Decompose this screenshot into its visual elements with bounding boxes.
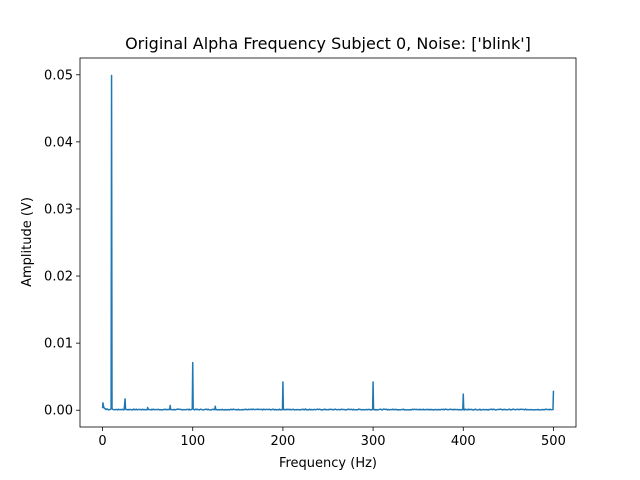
x-tick-label: 200 xyxy=(270,434,295,449)
x-tick-label: 400 xyxy=(451,434,476,449)
x-tick-label: 500 xyxy=(541,434,566,449)
x-tick-label: 0 xyxy=(98,434,106,449)
x-axis-ticks: 0 100 200 300 400 500 xyxy=(98,427,566,449)
x-tick-label: 300 xyxy=(361,434,386,449)
axes-background xyxy=(80,58,576,427)
y-tick-label: 0.02 xyxy=(44,270,73,285)
y-tick-label: 0.04 xyxy=(44,135,73,150)
series-line xyxy=(101,74,555,411)
y-axis-ticks: 0.00 0.01 0.02 0.03 0.04 0.05 xyxy=(44,68,80,419)
x-tick-label: 100 xyxy=(180,434,205,449)
y-axis-label: Amplitude (V) xyxy=(20,197,35,287)
y-tick-label: 0.01 xyxy=(44,337,73,352)
y-tick-label: 0.03 xyxy=(44,202,73,217)
axes-frame xyxy=(79,57,577,428)
y-tick-label: 0.05 xyxy=(44,68,73,83)
x-axis-label: Frequency (Hz) xyxy=(279,456,377,471)
y-tick-label: 0.00 xyxy=(44,404,73,419)
chart-title: Original Alpha Frequency Subject 0, Nois… xyxy=(125,34,531,53)
plot-area xyxy=(79,57,577,428)
